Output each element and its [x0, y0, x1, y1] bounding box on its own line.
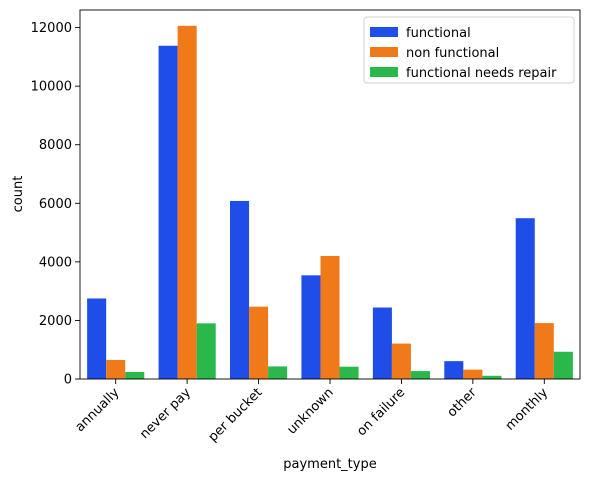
x-axis-label: payment_type	[283, 457, 376, 472]
x-tick-label: per bucket	[206, 385, 266, 445]
y-axis-label: count	[11, 176, 26, 213]
bar	[268, 366, 288, 379]
x-axis: annually never pay per bucket unknown on fai…	[73, 379, 552, 445]
bar	[125, 371, 145, 379]
bar	[301, 275, 321, 379]
bar	[482, 375, 502, 379]
bar	[158, 45, 178, 379]
y-tick-label: 2000	[39, 314, 72, 329]
bar	[339, 366, 359, 379]
y-tick-label: 0	[64, 373, 72, 388]
x-tick-label: unknown	[284, 385, 336, 437]
y-tick-label: 4000	[39, 255, 72, 270]
legend-frame	[363, 16, 575, 84]
y-tick-label: 10000	[31, 80, 72, 95]
bar	[534, 323, 554, 379]
legend-swatch	[370, 67, 398, 77]
bar	[230, 200, 250, 379]
x-tick-label: monthly	[503, 385, 552, 434]
bar	[515, 218, 535, 379]
legend-label: functional needs repair	[406, 66, 557, 81]
bar	[372, 307, 392, 379]
y-tick-label: 8000	[39, 138, 72, 153]
bar	[320, 256, 340, 379]
legend-label: non functional	[406, 46, 499, 61]
bar	[463, 369, 483, 379]
bar	[553, 351, 573, 379]
x-tick-label: never pay	[137, 385, 194, 442]
legend-swatch	[370, 27, 398, 37]
x-tick-label: on failure	[354, 385, 408, 439]
x-tick-label: annually	[73, 385, 123, 435]
y-tick-label: 12000	[31, 21, 72, 36]
x-tick-label: other	[445, 385, 481, 421]
y-tick-label: 6000	[39, 197, 72, 212]
bar	[87, 298, 107, 379]
y-axis: 0 2000 4000 6000 8000 10000 12000	[31, 21, 80, 388]
bar	[106, 359, 126, 379]
bar	[177, 25, 197, 380]
bars-group	[87, 25, 573, 380]
legend: functional non functional functional needs…	[363, 16, 575, 84]
bar	[444, 361, 464, 379]
legend-label: functional	[406, 26, 471, 41]
bar	[391, 343, 411, 379]
bar	[196, 323, 216, 379]
legend-swatch	[370, 47, 398, 57]
bar	[410, 371, 430, 379]
bar	[249, 306, 269, 379]
